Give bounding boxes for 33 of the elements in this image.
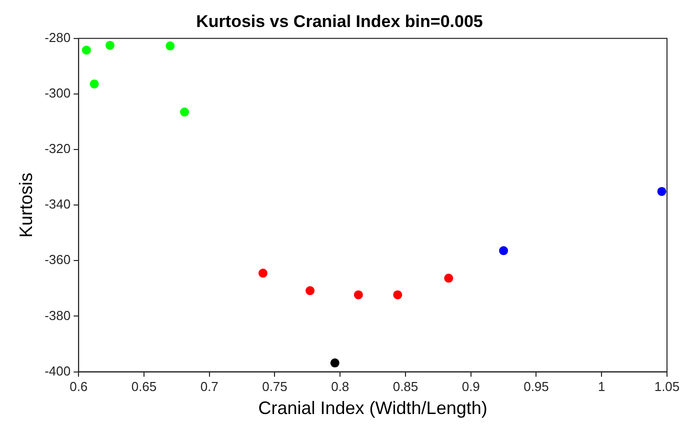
y-tick-label: -320 [44, 141, 71, 156]
point [90, 79, 99, 88]
point [106, 40, 114, 50]
x-tick-label: 0.95 [524, 379, 549, 394]
point [330, 358, 340, 368]
x-tick-label: 0.65 [131, 379, 157, 394]
x-tick-label: 0.75 [262, 379, 288, 394]
y-axis-title: Kurtosis [16, 172, 36, 238]
point [306, 286, 315, 296]
x-axis-title: Cranial Index (Width/Length) [258, 398, 488, 418]
y-tick-label: -300 [44, 86, 71, 101]
point [657, 186, 666, 196]
point [180, 108, 190, 117]
x-tick-label: 1 [598, 379, 606, 394]
y-tick-label: -340 [44, 196, 71, 212]
point [258, 268, 268, 278]
point [354, 290, 363, 300]
y-tick-label: -280 [44, 30, 71, 45]
x-tick-label: 0.8 [331, 379, 350, 394]
chart-title: Kurtosis vs Cranial Index bin=0.005 [196, 12, 483, 31]
y-tick-label: -380 [44, 308, 71, 323]
point [444, 274, 454, 283]
y-tick-label: -360 [44, 252, 71, 268]
x-tick-label: 0.6 [70, 379, 88, 394]
y-tick-label: -400 [44, 363, 71, 378]
x-tick-label: 1.05 [654, 379, 680, 394]
point [499, 246, 508, 256]
point [393, 290, 402, 300]
point [82, 46, 91, 55]
point [166, 41, 175, 50]
x-tick-label: 0.9 [462, 379, 480, 394]
x-tick-label: 0.7 [200, 379, 218, 394]
x-tick-label: 0.85 [392, 379, 418, 394]
